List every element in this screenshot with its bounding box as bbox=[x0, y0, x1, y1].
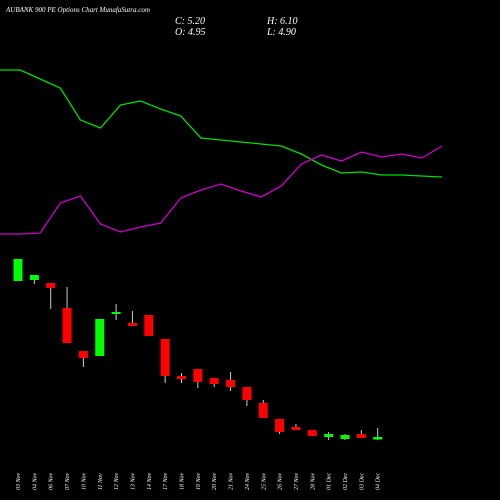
candle-body bbox=[291, 427, 301, 430]
candle-body bbox=[13, 259, 23, 281]
candle-body bbox=[340, 435, 350, 439]
x-tick-label: 04 Nov bbox=[31, 472, 38, 490]
x-tick-label: 06 Nov bbox=[49, 472, 55, 490]
x-tick-label: 14 Nov bbox=[146, 472, 153, 490]
x-tick-label: 07 Nov bbox=[65, 472, 71, 490]
high-label: H: 6.10 bbox=[266, 16, 298, 27]
candle-body bbox=[62, 308, 72, 343]
x-tick-label: 28 Nov bbox=[310, 472, 316, 490]
x-tick-label: 26 Nov bbox=[278, 472, 284, 490]
x-tick-label: 18 Nov bbox=[180, 472, 186, 490]
candle-body bbox=[193, 369, 203, 382]
close-label: C: 5.20 bbox=[175, 16, 205, 27]
candle-body bbox=[307, 430, 317, 436]
candle-body bbox=[373, 437, 383, 440]
candle-body bbox=[177, 376, 186, 379]
x-tick-label: 03 Dec bbox=[359, 473, 365, 490]
open-label: O: 4.95 bbox=[175, 27, 206, 38]
candle-body bbox=[242, 387, 252, 400]
candle-body bbox=[226, 380, 236, 387]
candle-body bbox=[78, 351, 88, 358]
candle-body bbox=[95, 319, 105, 356]
candle-body bbox=[356, 434, 366, 438]
candle-body bbox=[127, 323, 137, 326]
candle-body bbox=[275, 419, 285, 432]
x-tick-label: 21 Nov bbox=[229, 472, 235, 490]
chart-title: AUBANK 900 PE Options Chart MunafaSutra.… bbox=[5, 6, 150, 14]
x-tick-label: 11 Nov bbox=[98, 473, 104, 490]
x-tick-label: 10 Nov bbox=[81, 472, 87, 490]
x-tick-label: 13 Nov bbox=[130, 472, 136, 490]
x-tick-label: 01 Dec bbox=[327, 473, 333, 490]
x-tick-label: 27 Nov bbox=[294, 472, 300, 490]
candle-body bbox=[324, 434, 334, 437]
candle-body bbox=[144, 315, 154, 336]
candle-body bbox=[160, 339, 170, 376]
candle-body bbox=[29, 275, 39, 280]
candle-body bbox=[111, 312, 121, 314]
x-tick-label: 04 Dec bbox=[375, 473, 382, 490]
x-tick-label: 02 Dec bbox=[343, 473, 349, 490]
low-label: L: 4.90 bbox=[266, 27, 296, 38]
x-tick-label: 12 Nov bbox=[114, 472, 120, 490]
x-tick-label: 24 Nov bbox=[244, 472, 251, 490]
x-tick-label: 25 Nov bbox=[261, 472, 267, 490]
indicator-line bbox=[0, 69, 443, 178]
x-tick-label: 20 Nov bbox=[212, 472, 218, 490]
indicator-line bbox=[0, 145, 443, 235]
candle-body bbox=[258, 403, 268, 418]
x-tick-label: 17 Nov bbox=[163, 472, 169, 490]
candle-body bbox=[46, 283, 56, 288]
candle-body bbox=[209, 378, 219, 384]
x-tick-label: 19 Nov bbox=[196, 472, 202, 490]
x-tick-label: 03 Nov bbox=[16, 472, 22, 490]
